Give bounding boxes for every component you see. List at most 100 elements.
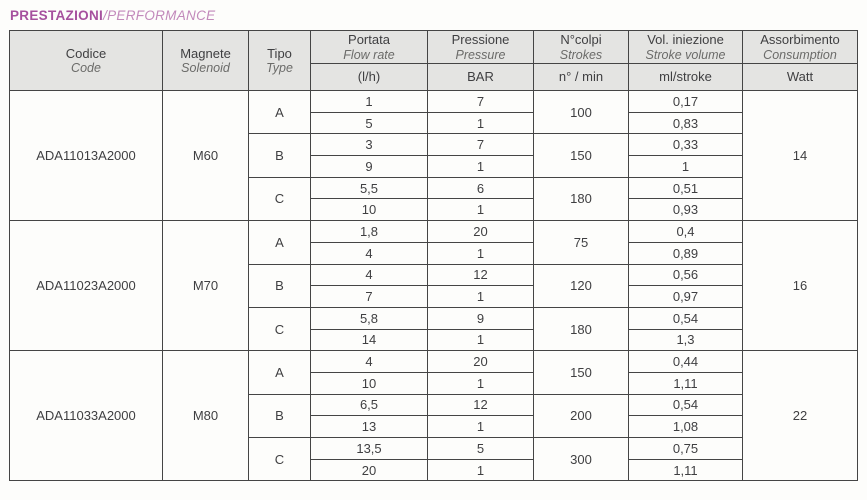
flow-cell: 6,5 xyxy=(310,393,428,417)
pressure-cell: 20 xyxy=(427,350,534,373)
volume-cell: 1 xyxy=(628,155,743,178)
type-cell: A xyxy=(248,350,311,395)
flow-cell: 1,8 xyxy=(310,220,428,243)
strokes-cell: 120 xyxy=(533,263,629,308)
table-row: ADA11013A2000 M60 A 1 7 100 0,17 14 xyxy=(9,89,858,222)
code-cell: ADA11023A2000 xyxy=(9,220,163,352)
solenoid-cell: M70 xyxy=(162,220,249,352)
strokes-cell: 300 xyxy=(533,436,629,482)
header-flow: Portata Flow rate xyxy=(310,30,428,64)
code-cell: ADA11033A2000 xyxy=(9,350,163,482)
header-volume-en: Stroke volume xyxy=(645,47,726,62)
title-italian: PRESTAZIONI xyxy=(10,8,104,23)
pressure-cell: 1 xyxy=(427,328,534,352)
watt-cell: 22 xyxy=(742,350,858,482)
volume-cell: 0,4 xyxy=(628,220,743,243)
header-strokes: N°colpi Strokes xyxy=(533,30,629,64)
header-type: Tipo Type xyxy=(248,30,311,91)
header-volume-unit: ml/stroke xyxy=(628,63,743,91)
strokes-unit-label: n° / min xyxy=(558,69,604,84)
pressure-cell: 6 xyxy=(427,176,534,200)
strokes-cell: 180 xyxy=(533,176,629,222)
type-cell: C xyxy=(248,306,311,352)
volume-cell: 1,11 xyxy=(628,371,743,395)
header-consumption-it: Assorbimento xyxy=(760,32,840,48)
strokes-cell: 150 xyxy=(533,133,629,178)
flow-cell: 5 xyxy=(310,111,428,135)
table-row: 20 1 1,11 xyxy=(10,458,858,482)
header-row-names: Codice Code Magnete Solenoid Tipo Type P… xyxy=(9,30,858,91)
header-strokes-it: N°colpi xyxy=(560,32,602,48)
strokes-cell: 100 xyxy=(533,89,629,135)
header-type-it: Tipo xyxy=(267,45,292,61)
pressure-cell: 20 xyxy=(427,220,534,243)
header-volume: Vol. iniezione Stroke volume xyxy=(628,30,743,64)
header-pressure-en: Pressure xyxy=(455,47,506,62)
code-cell: ADA11013A2000 xyxy=(9,89,163,222)
type-cell: B xyxy=(248,393,311,439)
performance-table: Codice Code Magnete Solenoid Tipo Type P… xyxy=(9,30,858,482)
header-flow-it: Portata xyxy=(348,32,390,48)
header-flow-unit: (l/h) xyxy=(310,63,428,91)
solenoid-cell: M60 xyxy=(162,89,249,222)
volume-cell: 1,08 xyxy=(628,415,743,438)
flow-cell: 5,8 xyxy=(310,306,428,330)
pressure-cell: 7 xyxy=(427,90,534,113)
strokes-cell: 180 xyxy=(533,306,629,352)
pressure-cell: 1 xyxy=(427,371,534,395)
pressure-cell: 1 xyxy=(427,458,534,482)
flow-cell: 4 xyxy=(310,241,428,265)
volume-cell: 0,97 xyxy=(628,285,743,308)
flow-cell: 1 xyxy=(310,90,428,113)
title-separator: / xyxy=(103,8,108,23)
header-volume-it: Vol. iniezione xyxy=(647,32,724,48)
volume-cell: 0,51 xyxy=(628,176,743,200)
solenoid-cell: M80 xyxy=(162,350,249,482)
flow-cell: 9 xyxy=(310,155,428,178)
flow-cell: 3 xyxy=(310,133,428,157)
header-flow-en: Flow rate xyxy=(343,47,395,62)
page-title: PRESTAZIONI/PERFORMANCE xyxy=(10,8,215,23)
table-row: C 13,5 5 300 0,75 xyxy=(10,436,858,482)
consumption-unit-label: Watt xyxy=(786,69,814,84)
pressure-cell: 1 xyxy=(427,198,534,222)
pressure-cell: 1 xyxy=(427,285,534,308)
volume-cell: 0,56 xyxy=(628,263,743,287)
table-row: C 5,8 9 180 0,54 xyxy=(10,306,858,352)
table-row: 4 1 0,89 xyxy=(10,241,858,265)
volume-cell: 0,89 xyxy=(628,241,743,265)
flow-cell: 4 xyxy=(310,263,428,287)
table-row: ADA11023A2000 M70 A 1,8 20 75 0,4 16 xyxy=(9,220,858,352)
volume-cell: 0,54 xyxy=(628,393,743,417)
flow-cell: 13 xyxy=(310,415,428,438)
flow-cell: 5,5 xyxy=(310,176,428,200)
strokes-cell: 150 xyxy=(533,350,629,395)
volume-cell: 0,93 xyxy=(628,198,743,222)
table-row: 10 1 0,93 xyxy=(10,198,858,222)
table-row: 13 1 1,08 xyxy=(10,415,858,438)
pressure-cell: 7 xyxy=(427,133,534,157)
header-pressure-it: Pressione xyxy=(451,32,510,48)
type-cell: B xyxy=(248,263,311,308)
header-strokes-unit: n° / min xyxy=(533,63,629,91)
title-english: PERFORMANCE xyxy=(107,8,216,23)
flow-cell: 10 xyxy=(310,371,428,395)
type-cell: A xyxy=(248,220,311,265)
header-solenoid-en: Solenoid xyxy=(181,61,230,76)
volume-cell: 0,54 xyxy=(628,306,743,330)
header-code: Codice Code xyxy=(9,30,163,91)
flow-cell: 10 xyxy=(310,198,428,222)
header-solenoid: Magnete Solenoid xyxy=(162,30,249,91)
header-code-en: Code xyxy=(71,61,101,76)
volume-cell: 0,44 xyxy=(628,350,743,373)
table-row: C 5,5 6 180 0,51 xyxy=(10,176,858,222)
type-cell: C xyxy=(248,176,311,222)
flow-cell: 4 xyxy=(310,350,428,373)
pressure-cell: 9 xyxy=(427,306,534,330)
pressure-cell: 12 xyxy=(427,263,534,287)
pressure-cell: 5 xyxy=(427,437,534,460)
header-row-units: (l/h) BAR n° / min ml/stroke Watt xyxy=(10,63,858,91)
header-solenoid-it: Magnete xyxy=(180,45,231,61)
watt-cell: 16 xyxy=(742,220,858,352)
